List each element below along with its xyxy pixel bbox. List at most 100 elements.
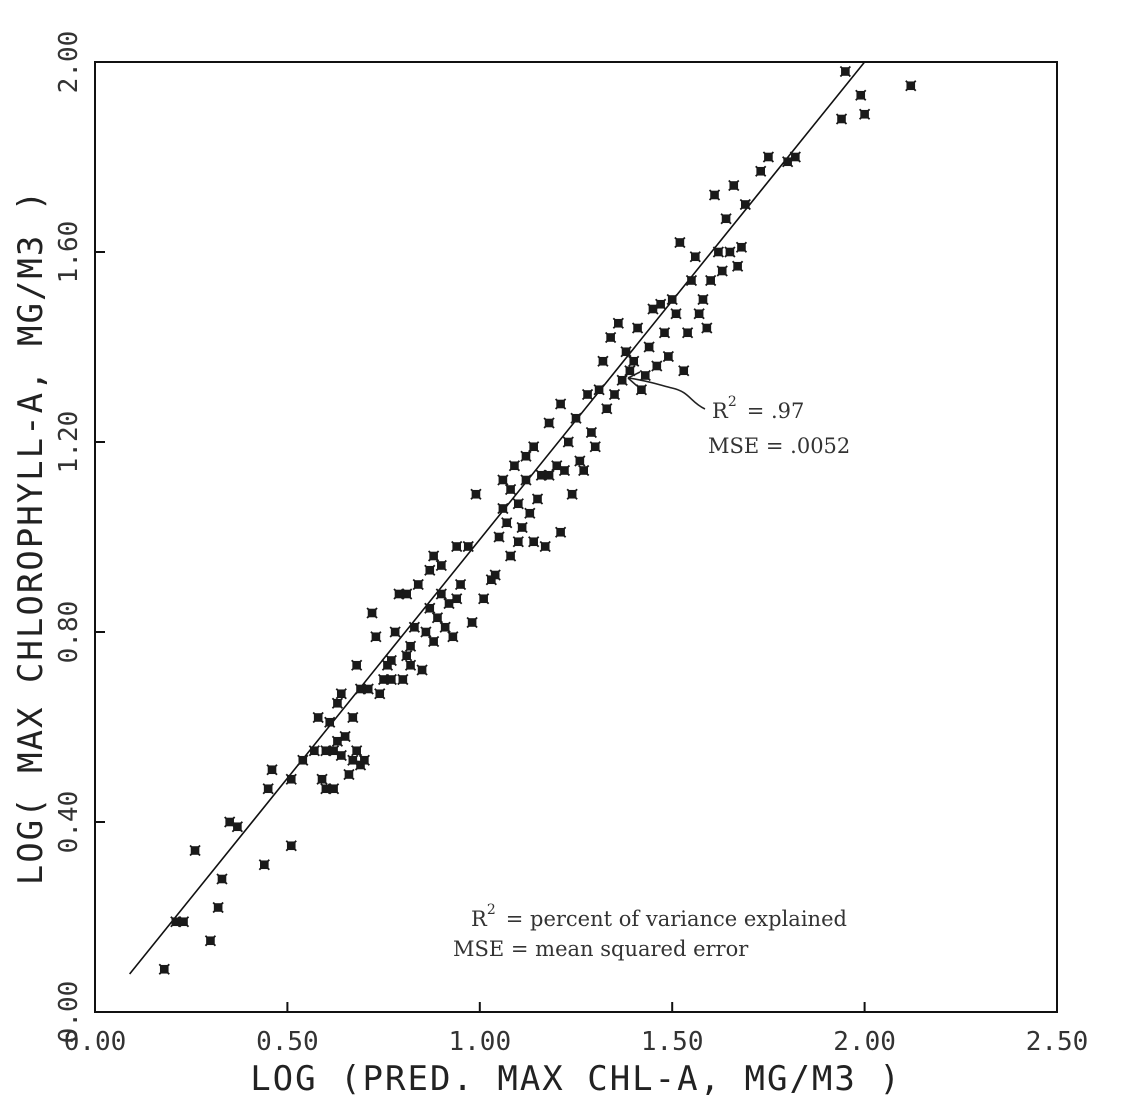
data-point xyxy=(493,531,505,543)
data-point xyxy=(558,464,571,477)
y-tick-label: 0.80 xyxy=(54,601,84,664)
data-point xyxy=(401,650,413,662)
data-point xyxy=(628,355,640,367)
data-point xyxy=(562,436,574,448)
x-tick-label: 1.50 xyxy=(641,1027,704,1057)
data-point xyxy=(554,526,567,538)
data-point xyxy=(374,688,386,700)
data-point xyxy=(427,635,440,648)
data-point xyxy=(678,365,690,377)
data-point xyxy=(285,840,297,852)
data-point xyxy=(501,517,513,529)
data-point xyxy=(258,859,270,871)
data-point xyxy=(466,616,478,629)
data-point xyxy=(216,873,228,885)
data-point xyxy=(685,274,698,287)
data-point xyxy=(204,935,217,947)
data-point xyxy=(508,460,521,472)
data-point xyxy=(662,350,674,363)
data-point xyxy=(720,213,732,225)
x-tick-label: 2.50 xyxy=(1026,1027,1089,1057)
data-point xyxy=(439,621,451,633)
data-point xyxy=(858,108,871,120)
data-point xyxy=(462,540,474,553)
data-point xyxy=(385,673,397,686)
data-point xyxy=(524,507,536,519)
data-point xyxy=(335,749,347,762)
stats-r2-sup: 2 xyxy=(728,394,737,410)
data-point xyxy=(581,388,594,401)
data-point xyxy=(520,450,532,462)
axis-ticks: 0.00 0.50 1.00 1.50 2.00 2.50 0.00 0.40 0.80 1.20… xyxy=(54,31,1088,1057)
data-point xyxy=(604,331,617,344)
data-point xyxy=(643,341,655,353)
x-tick-label: 1.00 xyxy=(448,1027,511,1057)
data-point xyxy=(231,821,244,833)
data-point xyxy=(585,426,598,439)
data-point xyxy=(543,469,555,481)
data-point xyxy=(528,536,540,548)
data-point xyxy=(658,327,671,339)
data-point xyxy=(666,293,678,306)
data-point xyxy=(639,369,651,382)
data-point xyxy=(343,768,355,781)
data-point xyxy=(420,626,432,638)
data-point xyxy=(327,783,340,795)
data-point xyxy=(351,745,363,757)
data-point xyxy=(404,640,417,652)
data-point xyxy=(855,89,867,101)
data-point xyxy=(389,626,401,638)
data-point xyxy=(597,355,609,367)
data-point xyxy=(835,113,848,125)
plot-frame xyxy=(94,61,1058,1013)
data-point xyxy=(478,593,490,605)
data-point xyxy=(728,179,740,192)
annotation-arrow xyxy=(627,377,706,410)
y-tick-label: 1.60 xyxy=(54,221,84,284)
svg-text:R2= percent of variance explai: R2 = percent of variance explained xyxy=(471,902,847,931)
x-axis-title: LOG (PRED. MAX CHL-A, MG/M3 ) xyxy=(250,1059,902,1099)
data-point xyxy=(454,578,467,591)
data-point xyxy=(347,711,359,724)
data-point xyxy=(566,488,578,500)
data-point xyxy=(401,588,413,600)
data-point xyxy=(431,612,444,624)
stats-r2-value: = .97 xyxy=(747,399,805,423)
data-point xyxy=(528,441,540,453)
stats-annotation: R2 = .97 MSE = .0052 xyxy=(708,394,850,458)
y-axis-title: LOG( MAX CHLOROPHYLL-A, MG/M3 ) xyxy=(11,189,51,886)
data-point xyxy=(358,754,370,766)
y-tick-label: 0.40 xyxy=(54,791,84,854)
data-point xyxy=(716,265,728,277)
data-point xyxy=(554,398,567,410)
data-point xyxy=(612,317,624,329)
data-point xyxy=(631,322,644,334)
data-point xyxy=(447,631,459,643)
data-point xyxy=(724,246,736,258)
data-point xyxy=(701,322,713,334)
data-point xyxy=(451,593,463,605)
data-points xyxy=(158,65,917,975)
data-point xyxy=(262,783,274,795)
stats-mse: MSE = .0052 xyxy=(708,434,850,458)
data-point xyxy=(739,198,751,211)
data-point xyxy=(497,502,509,515)
data-point xyxy=(435,588,447,600)
data-point xyxy=(755,165,767,177)
data-point xyxy=(616,374,628,386)
data-point xyxy=(324,716,336,728)
data-point xyxy=(285,773,297,785)
data-point xyxy=(762,151,775,163)
legend-r2-sup: 2 xyxy=(487,902,496,918)
data-point xyxy=(404,659,417,671)
data-point xyxy=(593,384,605,396)
data-point xyxy=(543,417,555,429)
data-point xyxy=(212,901,224,914)
data-point xyxy=(497,474,509,486)
data-point xyxy=(489,569,501,581)
data-point xyxy=(385,654,397,667)
data-point xyxy=(397,673,409,686)
data-point xyxy=(735,241,748,253)
data-point xyxy=(451,540,463,553)
data-point xyxy=(574,455,586,467)
